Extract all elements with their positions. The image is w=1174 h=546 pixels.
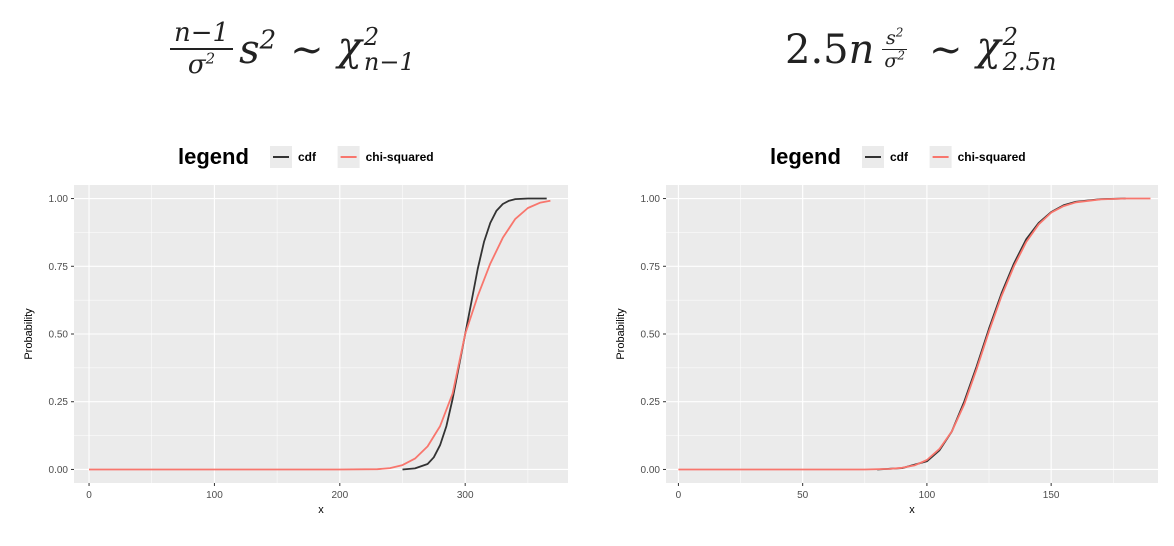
formula-right-relation: ∼ — [929, 27, 963, 73]
chart-right: legend cdf chi-squared 0 50 100 150 0.00 0.25 0.5… — [604, 128, 1166, 526]
x-axis-label: x — [318, 504, 324, 516]
x-tick-label: 100 — [206, 490, 223, 501]
formula-left: n−1 σ2 s2 ∼ χ 2 n−1 — [170, 10, 415, 90]
formula-right-chi: χ 2 2.5n — [976, 23, 1057, 77]
legend-label-cdf: cdf — [298, 150, 317, 164]
x-tick-label: 150 — [1043, 490, 1060, 501]
formula-left-denominator: σ2 — [187, 49, 216, 80]
legend-title: legend — [770, 144, 841, 169]
x-tick-label: 50 — [797, 490, 809, 501]
formula-left-fraction: n−1 σ2 — [170, 19, 234, 81]
formula-left-chi: χ 2 n−1 — [337, 23, 415, 77]
chart-right-svg: legend cdf chi-squared 0 50 100 150 0.00 0.25 0.5… — [615, 144, 1158, 516]
formula-right-fraction: s2 σ2 — [880, 26, 909, 73]
x-tick-label: 0 — [676, 490, 682, 501]
series-line-chi-squared — [89, 199, 551, 471]
x-axis-label: x — [909, 504, 915, 516]
y-tick-label: 1.00 — [641, 194, 661, 205]
y-axis-label: Probability — [615, 308, 627, 360]
y-axis-label: Probability — [23, 308, 35, 360]
y-tick-label: 0.50 — [641, 330, 661, 341]
formula-left-numerator: n−1 — [170, 19, 234, 50]
formula-right-coefficient: 2.5n — [785, 27, 875, 73]
legend-label-chi-squared: chi-squared — [958, 150, 1026, 164]
x-tick-label: 100 — [919, 490, 936, 501]
y-tick-label: 0.75 — [641, 262, 661, 273]
series-line-chi-squared — [678, 197, 1151, 471]
x-tick-label: 0 — [86, 490, 92, 501]
legend: legend cdf chi-squared — [178, 144, 434, 169]
formula-left-relation: ∼ — [290, 27, 324, 73]
y-tick-label: 0.50 — [49, 330, 69, 341]
legend-label-chi-squared: chi-squared — [366, 150, 434, 164]
y-tick-label: 0.25 — [49, 397, 69, 408]
y-tick-label: 0.00 — [49, 465, 69, 476]
chart-left-svg: legend cdf chi-squared 0 100 200 300 0.00 0.25 0.… — [23, 144, 568, 516]
legend-label-cdf: cdf — [890, 150, 909, 164]
y-tick-label: 1.00 — [49, 194, 69, 205]
y-tick-label: 0.00 — [641, 465, 661, 476]
legend-title: legend — [178, 144, 249, 169]
chart-left: legend cdf chi-squared 0 100 200 300 0.00 0.25 0.… — [12, 128, 576, 526]
x-tick-label: 300 — [457, 490, 474, 501]
formula-right: 2.5n s2 σ2 ∼ χ 2 2.5n — [785, 10, 1056, 90]
legend: legend cdf chi-squared — [770, 144, 1026, 169]
series-line-cdf — [402, 197, 547, 471]
x-tick-label: 200 — [331, 490, 348, 501]
y-tick-label: 0.25 — [641, 397, 661, 408]
y-tick-label: 0.75 — [49, 262, 69, 273]
formula-left-variable: s2 — [239, 25, 277, 73]
